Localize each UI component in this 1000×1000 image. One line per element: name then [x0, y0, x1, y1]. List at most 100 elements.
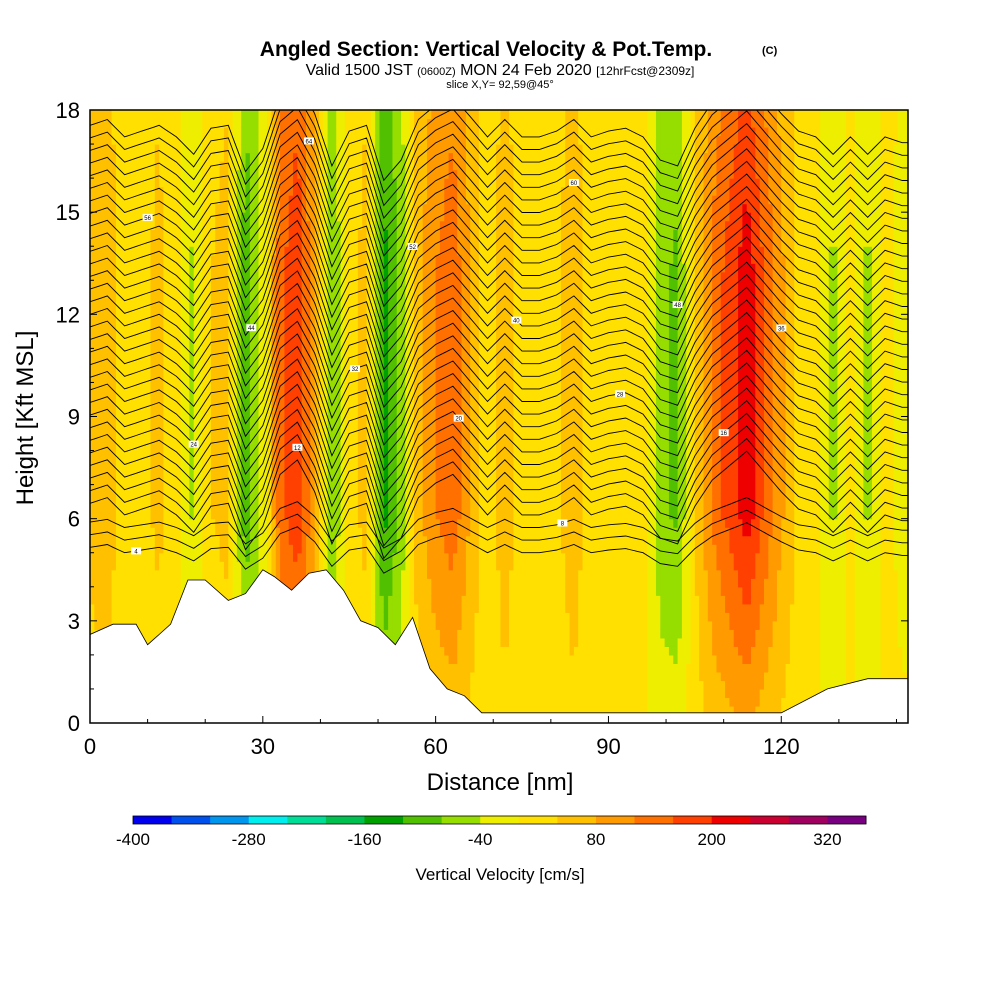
w-cell: [293, 297, 298, 307]
w-cell: [98, 544, 104, 554]
w-cell: [301, 433, 307, 443]
w-cell: [249, 280, 255, 290]
w-cell: [318, 365, 324, 375]
w-cell: [154, 527, 160, 537]
w-cell: [275, 433, 281, 443]
w-cell: [301, 373, 307, 384]
w-cell: [288, 552, 294, 562]
w-cell: [120, 586, 126, 596]
w-cell: [314, 161, 320, 171]
w-cell: [258, 476, 264, 486]
w-cell: [366, 263, 372, 273]
w-cell: [124, 314, 130, 324]
w-cell: [336, 288, 342, 298]
w-cell: [284, 476, 290, 486]
w-cell: [189, 254, 195, 264]
w-cell: [159, 220, 165, 230]
w-cell: [245, 476, 251, 486]
w-cell: [349, 518, 355, 528]
w-cell: [284, 331, 290, 341]
w-cell: [141, 629, 147, 639]
w-cell: [357, 195, 363, 205]
w-cell: [185, 535, 190, 545]
w-cell: [124, 161, 130, 171]
w-cell: [245, 373, 251, 384]
w-cell: [271, 254, 277, 264]
w-cell: [159, 203, 165, 213]
w-cell: [172, 305, 178, 315]
w-cell: [258, 467, 264, 477]
w-cell: [297, 356, 303, 367]
w-cell: [102, 110, 108, 120]
w-cell: [146, 467, 152, 477]
w-cell: [124, 407, 130, 418]
w-cell: [172, 578, 178, 588]
w-cell: [314, 127, 320, 137]
w-cell: [267, 373, 273, 384]
w-cell: [141, 450, 147, 460]
w-cell: [172, 467, 178, 477]
w-cell: [357, 373, 363, 384]
w-cell: [258, 288, 264, 298]
w-cell: [167, 127, 173, 137]
w-cell: [362, 476, 368, 486]
w-cell: [94, 399, 100, 409]
w-cell: [366, 110, 372, 120]
w-cell: [137, 433, 143, 443]
w-cell: [228, 186, 234, 196]
w-cell: [375, 390, 381, 401]
w-cell: [141, 510, 147, 520]
w-cell: [219, 552, 225, 562]
w-cell: [141, 518, 147, 528]
w-cell: [94, 620, 100, 630]
w-cell: [228, 425, 234, 435]
w-cell: [150, 229, 156, 239]
w-cell: [223, 407, 229, 418]
w-cell: [189, 135, 195, 145]
w-cell: [193, 425, 199, 435]
w-cell: [210, 314, 216, 324]
w-cell: [375, 493, 381, 503]
w-cell: [236, 561, 242, 571]
w-cell: [159, 297, 165, 307]
w-cell: [310, 390, 316, 401]
w-cell: [193, 314, 199, 324]
w-cell: [202, 493, 208, 503]
w-cell: [206, 118, 212, 128]
w-cell: [180, 348, 186, 358]
w-cell: [172, 586, 178, 596]
w-cell: [133, 476, 139, 486]
w-cell: [336, 237, 342, 247]
w-cell: [90, 186, 95, 196]
w-cell: [223, 280, 229, 290]
w-cell: [228, 212, 234, 222]
w-cell: [375, 144, 381, 154]
w-cell: [340, 186, 346, 196]
w-cell: [228, 314, 234, 324]
w-cell: [102, 339, 108, 349]
w-cell: [94, 135, 100, 145]
w-cell: [353, 305, 359, 315]
w-cell: [388, 603, 394, 613]
w-cell: [288, 399, 294, 409]
w-cell: [193, 237, 199, 247]
w-cell: [215, 552, 221, 562]
w-cell: [167, 578, 173, 588]
w-cell: [232, 254, 238, 264]
w-cell: [245, 254, 251, 264]
w-cell: [228, 399, 234, 409]
w-cell: [94, 339, 100, 349]
w-cell: [232, 535, 238, 545]
w-cell: [275, 127, 281, 137]
w-cell: [310, 280, 316, 290]
w-cell: [172, 331, 178, 341]
w-cell: [323, 229, 329, 239]
w-cell: [366, 544, 372, 554]
w-cell: [167, 569, 173, 579]
w-cell: [228, 476, 234, 486]
w-cell: [241, 280, 247, 290]
w-cell: [297, 110, 303, 120]
w-cell: [288, 297, 294, 307]
w-cell: [189, 569, 195, 579]
w-cell: [172, 135, 178, 145]
